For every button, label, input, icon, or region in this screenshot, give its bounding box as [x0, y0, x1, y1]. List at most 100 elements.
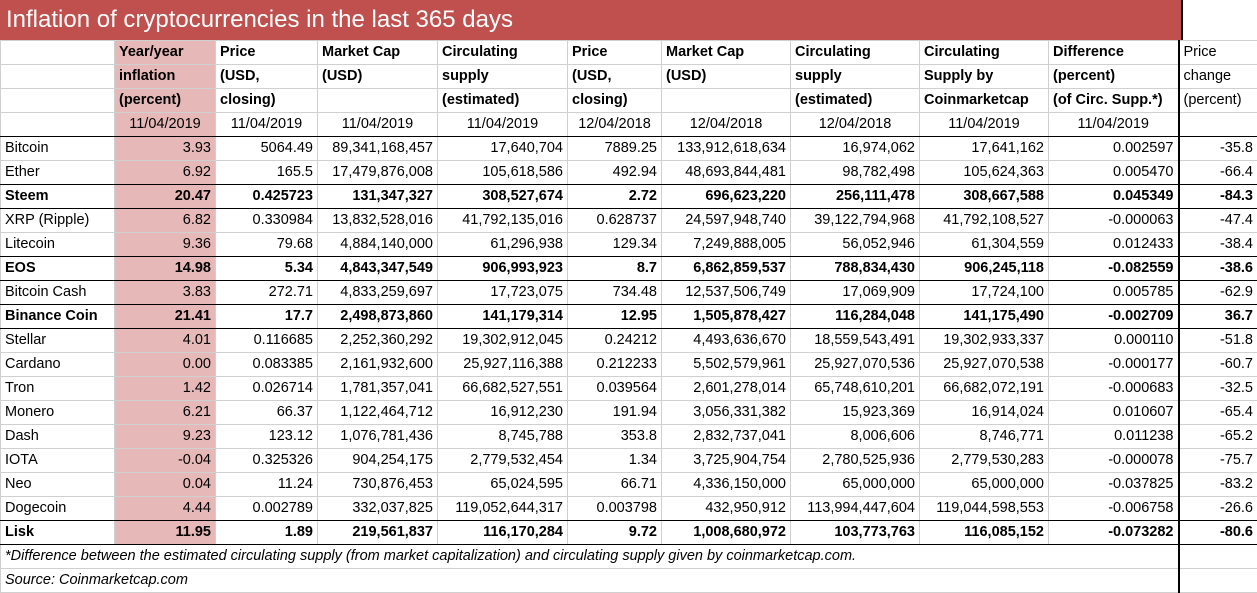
- table-cell: 17,723,075: [437, 280, 568, 305]
- table-cell: 272.71: [215, 280, 318, 305]
- table-cell: 41,792,135,016: [437, 208, 568, 233]
- table-cell: 17,069,909: [790, 280, 920, 305]
- table-cell: -26.6: [1177, 496, 1257, 521]
- table-cell: 0.330984: [215, 208, 318, 233]
- table-cell: 906,245,118: [919, 256, 1049, 281]
- table-cell: 16,914,024: [919, 400, 1049, 425]
- table-row: Dogecoin 4.44 0.002789 332,037,825 119,052,6…: [0, 496, 1257, 521]
- table-cell: -80.6: [1177, 520, 1257, 545]
- table-cell: -0.037825: [1048, 472, 1179, 497]
- table-cell: 17.7: [215, 304, 318, 329]
- column-header: (USD,: [215, 64, 318, 89]
- table-cell: 129.34: [567, 232, 662, 257]
- header-blank-cell: [0, 40, 115, 65]
- table-cell: 8,006,606: [790, 424, 920, 449]
- table-cell: 3,725,904,754: [661, 448, 791, 473]
- date-cell: 11/04/2019: [437, 112, 568, 137]
- table-cell: 66.71: [567, 472, 662, 497]
- column-header: Price: [567, 40, 662, 65]
- table-cell: 6.82: [114, 208, 216, 233]
- table-cell: 1.42: [114, 376, 216, 401]
- date-blank-cell: [0, 112, 115, 137]
- table-row: EOS 14.98 5.34 4,843,347,549 906,993,923 8.7 6…: [0, 256, 1257, 281]
- table-cell: 432,950,912: [661, 496, 791, 521]
- table-cell: 12,537,506,749: [661, 280, 791, 305]
- table-cell: 19,302,933,337: [919, 328, 1049, 353]
- table-cell: 2,161,932,600: [317, 352, 438, 377]
- table-cell: 492.94: [567, 160, 662, 185]
- table-cell: 0.039564: [567, 376, 662, 401]
- table-cell: 4,843,347,549: [317, 256, 438, 281]
- table-row: Tron 1.42 0.026714 1,781,357,041 66,682,527,…: [0, 376, 1257, 401]
- coin-name: Monero: [0, 400, 115, 425]
- column-header: Circulating: [437, 40, 568, 65]
- table-cell: 133,912,618,634: [661, 136, 791, 161]
- source-text-row: Source: Coinmarketcap.com: [0, 568, 1257, 593]
- table-cell: -66.4: [1177, 160, 1257, 185]
- table-row: IOTA -0.04 0.325326 904,254,175 2,779,532,45…: [0, 448, 1257, 473]
- table-row: Dash 9.23 123.12 1,076,781,436 8,745,788 353.…: [0, 424, 1257, 449]
- table-cell: 123.12: [215, 424, 318, 449]
- table-cell: -47.4: [1177, 208, 1257, 233]
- table-cell: 2.72: [567, 184, 662, 209]
- table-cell: -38.4: [1177, 232, 1257, 257]
- table-row: Stellar 4.01 0.116685 2,252,360,292 19,302,9…: [0, 328, 1257, 353]
- table-row: Bitcoin Cash 3.83 272.71 4,833,259,697 17,72…: [0, 280, 1257, 305]
- table-cell: 17,724,100: [919, 280, 1049, 305]
- column-header: closing): [567, 88, 662, 113]
- table-cell: 89,341,168,457: [317, 136, 438, 161]
- table-cell: 7889.25: [567, 136, 662, 161]
- table-cell: 79.68: [215, 232, 318, 257]
- table-cell: 4.44: [114, 496, 216, 521]
- table-cell: -83.2: [1177, 472, 1257, 497]
- table-cell: 788,834,430: [790, 256, 920, 281]
- table-cell: 6.21: [114, 400, 216, 425]
- table-cell: 39,122,794,968: [790, 208, 920, 233]
- column-header: Coinmarketcap: [919, 88, 1049, 113]
- table-cell: -0.04: [114, 448, 216, 473]
- table-cell: 13,832,528,016: [317, 208, 438, 233]
- table-cell: 0.002789: [215, 496, 318, 521]
- table-cell: 103,773,763: [790, 520, 920, 545]
- table-cell: 116,085,152: [919, 520, 1049, 545]
- table-cell: -0.082559: [1048, 256, 1179, 281]
- table-cell: 308,667,588: [919, 184, 1049, 209]
- table-cell: 0.012433: [1048, 232, 1179, 257]
- column-header: Market Cap: [661, 40, 791, 65]
- coin-name: Lisk: [0, 520, 115, 545]
- header-row: inflation (USD, (USD) supply (USD, (USD) suppl…: [0, 64, 1257, 89]
- table-cell: 1,122,464,712: [317, 400, 438, 425]
- table-cell: 0.011238: [1048, 424, 1179, 449]
- table-cell: -62.9: [1177, 280, 1257, 305]
- table-cell: 0.628737: [567, 208, 662, 233]
- table-cell: 116,284,048: [790, 304, 920, 329]
- table-cell: -84.3: [1177, 184, 1257, 209]
- table-cell: 16,912,230: [437, 400, 568, 425]
- column-header: (USD): [317, 64, 438, 89]
- table-cell: 0.005785: [1048, 280, 1179, 305]
- table-cell: 116,170,284: [437, 520, 568, 545]
- table-cell: 1,781,357,041: [317, 376, 438, 401]
- footnote-text-row: *Difference between the estimated circul…: [0, 544, 1257, 569]
- table-cell: 17,479,876,008: [317, 160, 438, 185]
- coin-name: Litecoin: [0, 232, 115, 257]
- blank-cell: [1177, 568, 1257, 593]
- table-cell: 17,641,162: [919, 136, 1049, 161]
- table-cell: 12.95: [567, 304, 662, 329]
- column-header: (percent): [114, 88, 216, 113]
- table-row: Litecoin 9.36 79.68 4,884,140,000 61,296,938…: [0, 232, 1257, 257]
- date-cell: 12/04/2018: [567, 112, 662, 137]
- table-cell: 65,000,000: [790, 472, 920, 497]
- table-cell: 16,974,062: [790, 136, 920, 161]
- table-cell: 1,505,878,427: [661, 304, 791, 329]
- table-cell: -51.8: [1177, 328, 1257, 353]
- date-cell: 11/04/2019: [919, 112, 1049, 137]
- table-cell: 18,559,543,491: [790, 328, 920, 353]
- column-header: (percent): [1048, 64, 1179, 89]
- column-header: Supply by: [919, 64, 1049, 89]
- date-cell: 11/04/2019: [317, 112, 438, 137]
- table-cell: 734.48: [567, 280, 662, 305]
- table-cell: 65,000,000: [919, 472, 1049, 497]
- table-cell: 66,682,072,191: [919, 376, 1049, 401]
- table-cell: 119,052,644,317: [437, 496, 568, 521]
